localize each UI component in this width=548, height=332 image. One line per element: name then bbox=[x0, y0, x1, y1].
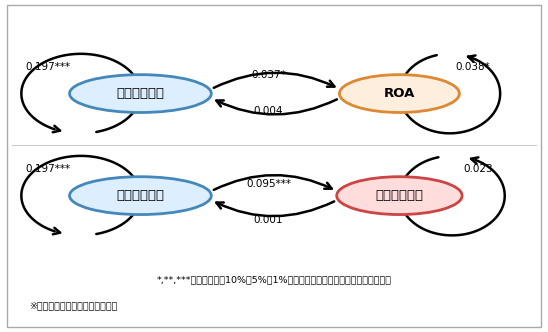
FancyBboxPatch shape bbox=[7, 5, 541, 327]
Ellipse shape bbox=[339, 75, 459, 113]
Text: ブランド価値: ブランド価値 bbox=[116, 189, 164, 202]
Text: 売上高成長率: 売上高成長率 bbox=[375, 189, 424, 202]
Text: ※係数は標準化回帰係数である。: ※係数は標準化回帰係数である。 bbox=[28, 301, 117, 310]
Text: ブランド価値: ブランド価値 bbox=[116, 87, 164, 100]
Text: 0.001: 0.001 bbox=[254, 215, 283, 225]
Text: 0.037*: 0.037* bbox=[251, 70, 286, 80]
Ellipse shape bbox=[70, 75, 212, 113]
Ellipse shape bbox=[70, 177, 212, 214]
Text: 0.023: 0.023 bbox=[464, 164, 493, 174]
Text: 0.038*: 0.038* bbox=[455, 62, 490, 72]
Ellipse shape bbox=[336, 177, 462, 214]
Text: ROA: ROA bbox=[384, 87, 415, 100]
Text: 0.004: 0.004 bbox=[254, 106, 283, 116]
Text: 0.197***: 0.197*** bbox=[25, 62, 70, 72]
Text: 0.197***: 0.197*** bbox=[25, 164, 70, 174]
Text: *,**,***は、それぞれ10%、5%、1%水準で統計的に有意であることを示す。: *,**,***は、それぞれ10%、5%、1%水準で統計的に有意であることを示す… bbox=[157, 275, 391, 284]
Text: 0.095***: 0.095*** bbox=[246, 179, 291, 189]
